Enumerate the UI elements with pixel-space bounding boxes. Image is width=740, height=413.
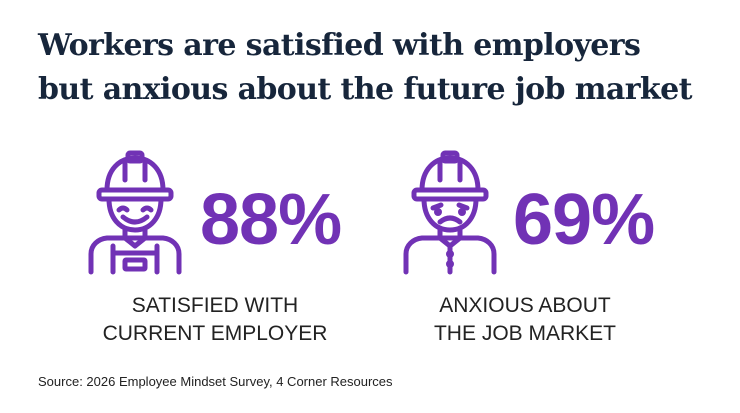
worried-worker-icon	[403, 150, 497, 275]
stat-value: 69%	[513, 180, 655, 260]
happy-worker-icon	[88, 150, 182, 275]
caption-line-1: ANXIOUS ABOUT	[439, 294, 611, 317]
title-line-2: but anxious about the future job market	[38, 72, 692, 107]
stat-caption: ANXIOUS ABOUT THE JOB MARKET	[385, 292, 665, 348]
page-title: Workers are satisfied with employers but…	[38, 24, 728, 112]
source-note: Source: 2026 Employee Mindset Survey, 4 …	[38, 374, 393, 389]
stat-satisfied: 88% SATISFIED WITH CURRENT EMPLOYER	[85, 150, 355, 350]
stat-value: 88%	[200, 180, 342, 260]
caption-line-1: SATISFIED WITH	[131, 294, 299, 317]
stat-caption: SATISFIED WITH CURRENT EMPLOYER	[75, 292, 355, 348]
caption-line-2: CURRENT EMPLOYER	[102, 322, 328, 345]
stat-anxious: 69% ANXIOUS ABOUT THE JOB MARKET	[400, 150, 670, 350]
caption-line-2: THE JOB MARKET	[433, 322, 617, 345]
title-line-1: Workers are satisfied with employers	[38, 28, 641, 63]
